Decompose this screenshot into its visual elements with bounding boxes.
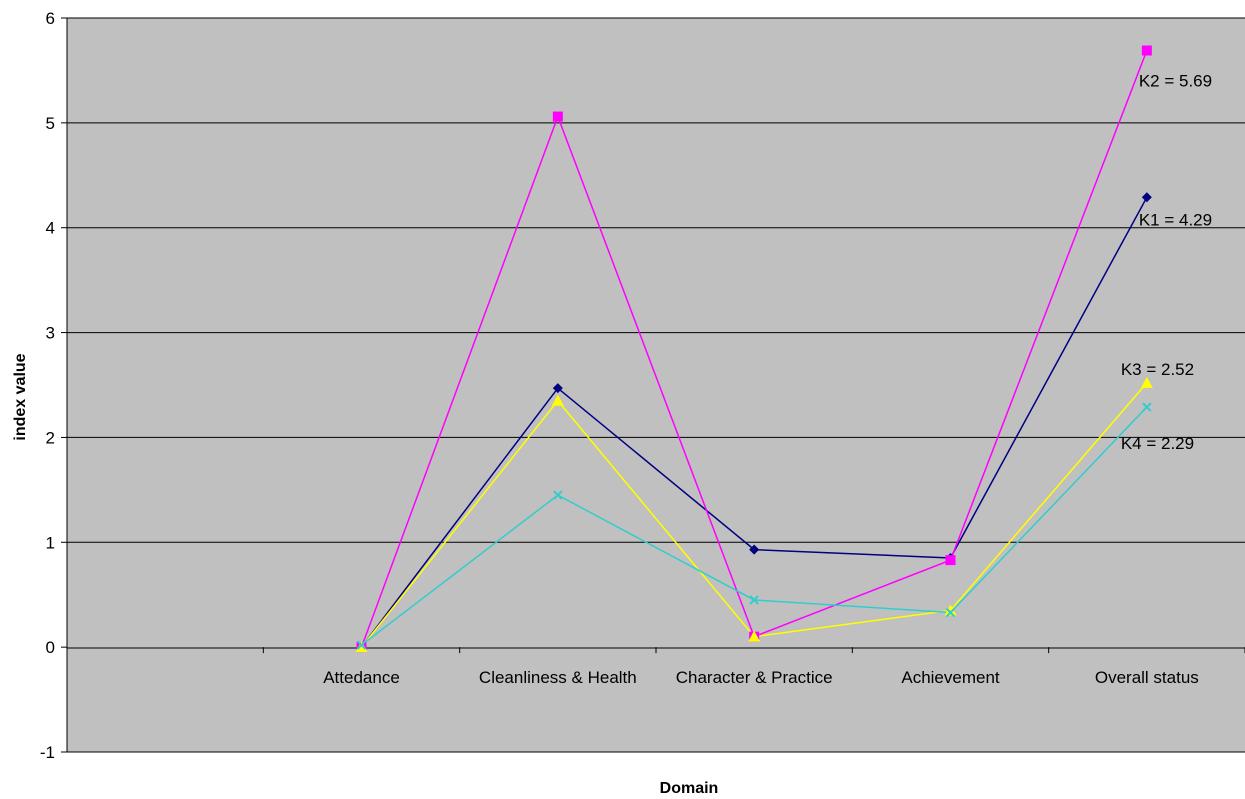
marker-k4 <box>749 595 759 605</box>
marker-k3 <box>944 604 957 616</box>
annotation-k1: K1 = 4.29 <box>1139 210 1212 229</box>
y-tick-label: 4 <box>46 219 55 238</box>
marker-k1 <box>749 544 760 555</box>
annotation-k2: K2 = 5.69 <box>1139 72 1212 91</box>
x-ticks: Attedance Cleanliness & Health Character &… <box>66 647 1245 687</box>
x-tick-label: Achievement <box>901 668 1000 687</box>
marker-k2 <box>945 555 956 566</box>
plot-area <box>67 18 1245 752</box>
marker-k4 <box>1142 402 1152 412</box>
marker-k2 <box>552 111 563 122</box>
y-axis-title: index value <box>12 353 29 440</box>
marker-k3 <box>551 394 564 406</box>
y-tick-label: 0 <box>46 638 55 657</box>
value-annotations: K2 = 5.69 K1 = 4.29 K3 = 2.52 K4 = 2.29 <box>1121 72 1212 454</box>
x-tick-label: Attedance <box>323 668 400 687</box>
annotation-k4: K4 = 2.29 <box>1121 434 1194 453</box>
marker-k4 <box>553 490 563 500</box>
marker-k4 <box>356 640 367 650</box>
x-axis-title: Domain <box>660 780 719 797</box>
y-tick-label: 2 <box>46 428 55 447</box>
marker-k2 <box>1141 45 1152 56</box>
y-tick-label: 3 <box>46 324 55 343</box>
marker-k3 <box>1140 376 1153 388</box>
y-tick-label: 6 <box>46 9 55 28</box>
x-tick-label: Overall status <box>1095 668 1199 687</box>
y-tick-label: 1 <box>46 533 55 552</box>
y-tick-label: 5 <box>46 114 55 133</box>
marker-k1 <box>1141 192 1152 203</box>
x-tick-label: Character & Practice <box>676 668 833 687</box>
y-tick-label: -1 <box>40 743 55 762</box>
annotation-k3: K3 = 2.52 <box>1121 360 1194 379</box>
marker-k3 <box>748 630 761 642</box>
x-tick-label: Cleanliness & Health <box>479 668 637 687</box>
gridlines <box>67 17 1245 753</box>
marker-k1 <box>552 383 563 394</box>
marker-k4 <box>945 607 956 618</box>
y-ticks: -1 0 1 2 3 4 5 6 <box>40 9 67 762</box>
series-markers <box>355 45 1153 653</box>
